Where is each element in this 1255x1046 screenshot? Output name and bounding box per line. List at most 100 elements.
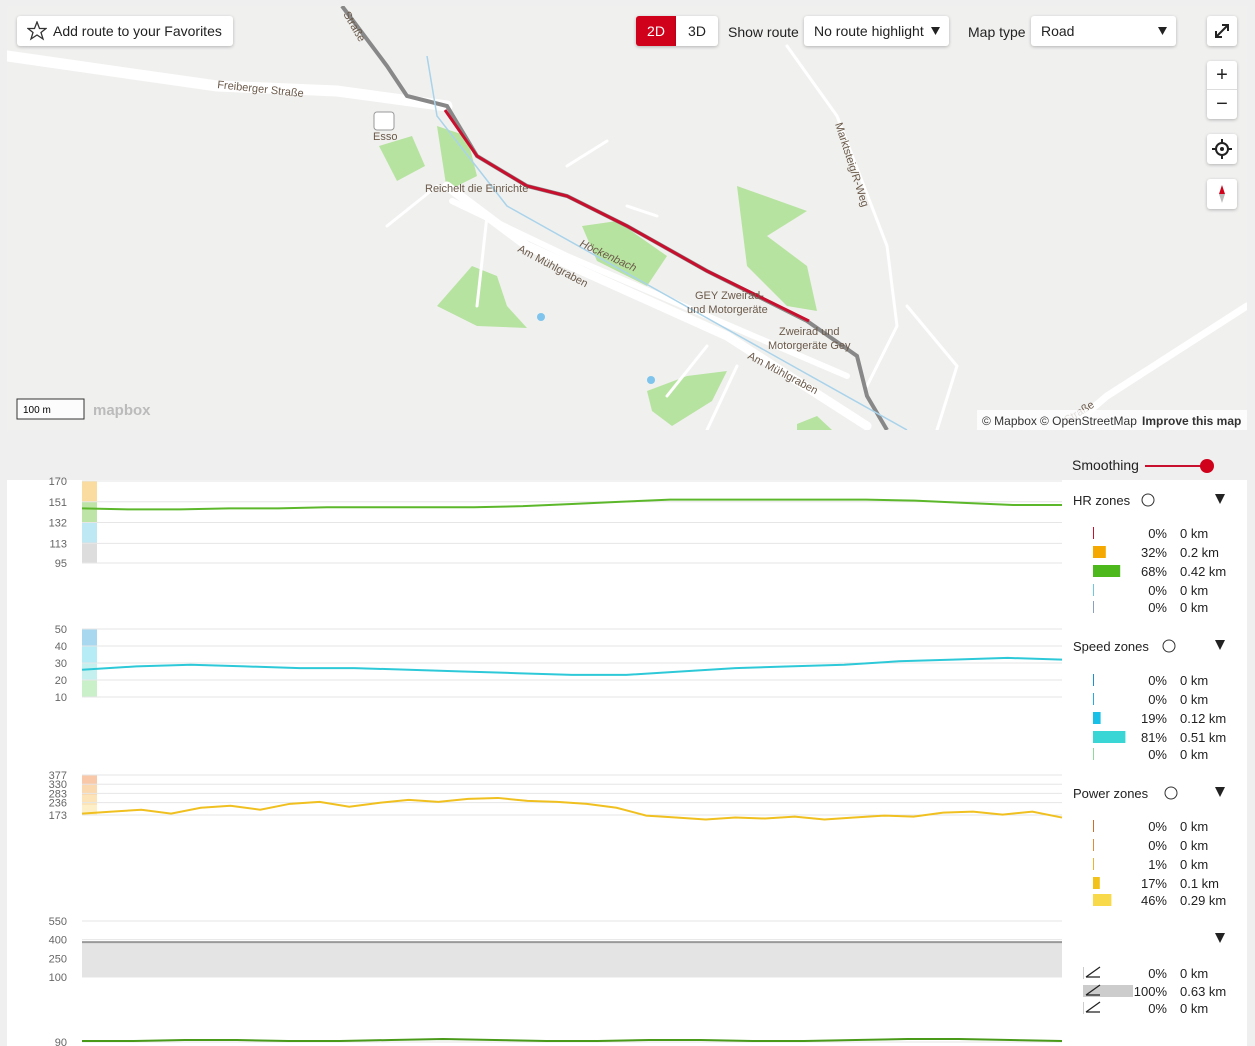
smoothing-label: Smoothing — [1072, 457, 1139, 473]
zone-distance: 0.42 km — [1180, 564, 1226, 579]
river — [426, 55, 908, 430]
route — [443, 109, 810, 323]
attribution[interactable]: © OpenStreetMap — [1040, 414, 1137, 428]
y-tick-label: 377 — [49, 770, 67, 782]
zone-percent: 0% — [1148, 747, 1167, 762]
map-type-select[interactable]: Road — [1031, 16, 1176, 46]
zone-percent: 100% — [1134, 984, 1168, 999]
y-tick-label: 170 — [49, 476, 67, 488]
zone-bar — [1093, 693, 1094, 705]
locate-icon — [1212, 139, 1232, 159]
smoothing-handle[interactable] — [1200, 459, 1214, 473]
compass-button[interactable] — [1207, 179, 1237, 209]
compass-icon — [1219, 185, 1225, 203]
zone-band — [82, 785, 97, 795]
star-icon — [27, 21, 47, 41]
favorite-button[interactable]: Add route to your Favorites — [17, 16, 233, 46]
zone-band — [82, 522, 97, 543]
zone-bar — [1093, 601, 1094, 613]
zone-percent: 17% — [1141, 876, 1167, 891]
zone-distance: 0.1 km — [1180, 876, 1219, 891]
zone-percent: 0% — [1148, 583, 1167, 598]
zone-band — [82, 501, 97, 522]
y-tick-label: 30 — [55, 658, 67, 670]
zone-bar — [1093, 877, 1100, 889]
zone-distance: 0 km — [1180, 526, 1208, 541]
line — [82, 1037, 1063, 1042]
line — [81, 498, 1062, 511]
y-tick-label: 10 — [55, 692, 67, 704]
locate-button[interactable] — [1207, 134, 1237, 164]
y-tick-label: 50 — [55, 624, 67, 636]
route-select[interactable]: No route highlight — [804, 16, 949, 46]
logo: mapbox — [93, 402, 151, 419]
poi-icon — [373, 111, 395, 131]
fullscreen-button[interactable] — [1207, 16, 1237, 46]
y-tick-label: 236 — [49, 798, 67, 810]
zone-percent: 1% — [1148, 857, 1167, 872]
line — [81, 656, 1063, 676]
collapse-caret — [1215, 787, 1225, 797]
zone-bar — [1093, 858, 1094, 870]
zone-bar — [1083, 1002, 1084, 1014]
zoom-out[interactable]: − — [1216, 93, 1228, 115]
zone-distance: 0.12 km — [1180, 711, 1226, 726]
zone-distance: 0 km — [1180, 692, 1208, 707]
y-tick-label: 173 — [49, 810, 67, 822]
y-tick-label: 250 — [49, 953, 67, 965]
zone-distance: 0 km — [1180, 600, 1208, 615]
poi-label: und Motorgeräte — [687, 304, 768, 316]
zone-percent: 46% — [1141, 893, 1167, 908]
zone-band — [82, 795, 97, 805]
zone-title: HR zones — [1073, 493, 1131, 508]
zone-bar — [1093, 839, 1094, 851]
zone-bar — [1093, 894, 1112, 906]
caret — [931, 27, 940, 35]
zone-icon — [1085, 1001, 1101, 1013]
zone-icon — [1085, 984, 1101, 996]
y-tick-label: 132 — [49, 518, 67, 530]
zone-band — [82, 646, 97, 663]
line — [81, 796, 1063, 821]
map[interactable]: Freiberger Straße Straße Esso Reichelt d… — [7, 6, 1247, 430]
view-3d[interactable]: 3D — [676, 16, 718, 46]
improve-link[interactable]: Improve this map — [1142, 414, 1241, 428]
poi-label: Motorgeräte Gey — [768, 340, 851, 352]
collapse-caret — [1215, 494, 1225, 504]
map-type-label: Map type — [968, 24, 1026, 40]
button-label: Add route to your Favorites — [53, 23, 222, 39]
poi-label: GEY Zweirad- — [695, 290, 764, 302]
select-value: Road — [1041, 23, 1075, 39]
zone-band — [82, 680, 97, 697]
zone-distance: 0 km — [1180, 819, 1208, 834]
y-tick-label: 330 — [49, 779, 67, 791]
caret — [1158, 27, 1167, 35]
zone-bar — [1093, 565, 1121, 577]
zone-percent: 0% — [1148, 692, 1167, 707]
zone-percent: 0% — [1148, 526, 1167, 541]
show-route-label: Show route — [728, 24, 799, 40]
area — [82, 942, 1062, 977]
attribution-bg — [977, 410, 1247, 430]
info-icon — [1162, 639, 1176, 653]
zone-band — [82, 629, 97, 646]
map-bg — [7, 6, 1247, 430]
zone-band — [82, 663, 97, 680]
attribution[interactable]: © Mapbox — [982, 414, 1037, 428]
zone-bar — [1093, 674, 1094, 686]
zone-percent: 0% — [1148, 600, 1167, 615]
view-2d[interactable]: 2D — [636, 16, 676, 46]
fullscreen-icon — [1215, 24, 1229, 38]
zone-percent: 0% — [1148, 838, 1167, 853]
zone-percent: 0% — [1148, 966, 1167, 981]
zone-distance: 0.2 km — [1180, 545, 1219, 560]
zone-distance: 0 km — [1180, 583, 1208, 598]
zone-band — [82, 805, 97, 815]
zoom-in[interactable]: + — [1207, 61, 1237, 90]
analysis-panel: Smoothing 95 113 132 151 170 10 20 30 40 50 173236… — [7, 457, 1247, 1046]
zone-distance: 0.29 km — [1180, 893, 1226, 908]
zone-band — [82, 542, 97, 563]
zone-title: Power zones — [1073, 786, 1149, 801]
pond — [647, 376, 655, 384]
